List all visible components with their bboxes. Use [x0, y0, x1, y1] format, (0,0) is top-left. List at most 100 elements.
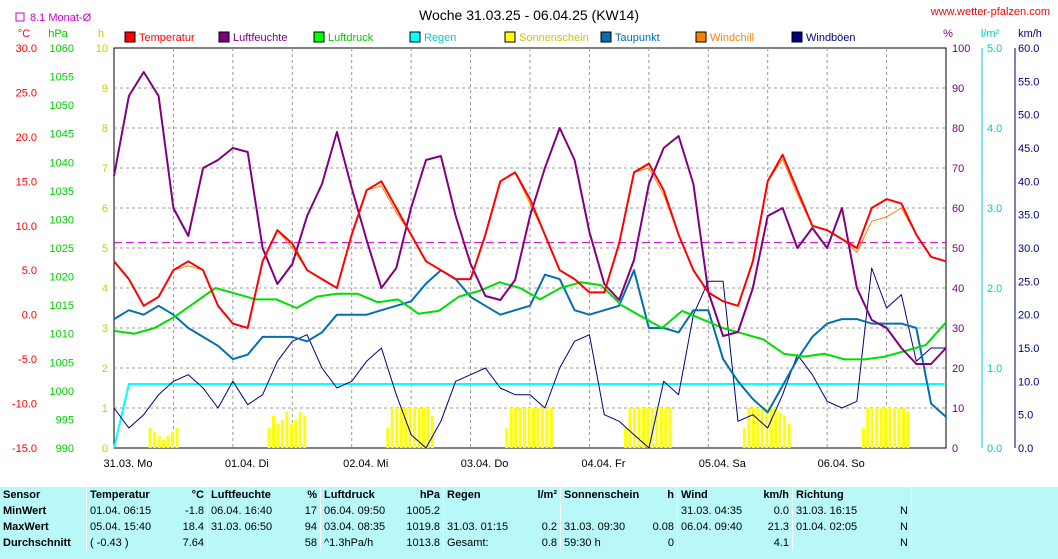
weather-chart: Woche 31.03.25 - 06.04.25 (KW14) 8.1 Mona…	[12, 7, 1042, 470]
sunshine-bar	[509, 408, 513, 448]
axis-unit-label: %	[943, 28, 953, 40]
axis-tick-label: 10	[952, 403, 964, 415]
axis-tick-label: 5.0	[987, 43, 1002, 55]
axis-tick-label: 1000	[50, 386, 74, 398]
sunshine-bar	[386, 428, 390, 448]
legend-swatch	[695, 31, 707, 43]
sunshine-bar	[285, 412, 289, 448]
temp-max-time: 05.04. 15:40	[86, 519, 173, 535]
sunshine-bar	[783, 416, 787, 448]
sunshine-bar	[390, 408, 394, 448]
rain-total-label: Gesamt:	[443, 535, 524, 551]
sunshine-bar	[624, 428, 628, 448]
axis-tick-label: 100	[952, 43, 970, 55]
dir-max-time: 01.04. 02:05	[792, 519, 879, 535]
axis-tick-label: 40.0	[1018, 176, 1039, 188]
axis-tick-label: 30	[952, 323, 964, 335]
legend-swatch	[218, 31, 230, 43]
axis-tick-label: 10.0	[16, 221, 37, 233]
axis-tick-label: 0	[102, 443, 108, 455]
sunshine-bar	[742, 428, 746, 448]
axis-tick-label: 1005	[50, 357, 74, 369]
stats-spacer	[911, 519, 988, 535]
axis-tick-label: 0.0	[1018, 443, 1033, 455]
axis-tick-label: 50.0	[1018, 110, 1039, 122]
axis-tick-label: 1035	[50, 186, 74, 198]
sun-min-time	[560, 503, 647, 519]
legend-label: Windböen	[806, 32, 856, 44]
x-tick-label: 05.04. Sa	[699, 458, 747, 470]
axis-tick-label: 40	[952, 283, 964, 295]
press-max-value: 1019.8	[406, 521, 440, 533]
rain-max-value: 0.2	[541, 521, 557, 533]
legend-swatch	[409, 31, 421, 43]
sunshine-bar	[408, 408, 412, 448]
axis-tick-label: 6	[102, 203, 108, 215]
sunshine-bar	[175, 428, 179, 448]
sunshine-bar	[655, 408, 659, 448]
axis-tick-label: 1030	[50, 214, 74, 226]
rain-min-time	[443, 503, 524, 519]
axis-tick-label: 1060	[50, 43, 74, 55]
axis-tick-label: 8	[102, 123, 108, 135]
series-line-windböen	[113, 267, 946, 449]
legend-swatch	[504, 31, 516, 43]
sunshine-bar	[870, 408, 874, 448]
sun-avg-value: 0	[667, 537, 674, 549]
legend-label: Luftdruck	[328, 32, 374, 44]
sunshine-bar	[426, 408, 430, 448]
axis-tick-label: -10.0	[12, 399, 37, 411]
sunshine-bar	[650, 408, 654, 448]
axis-tick-label: 60.0	[1018, 43, 1039, 55]
axis-tick-label: 15.0	[1018, 343, 1039, 355]
axis-tick-label: 1.0	[987, 363, 1002, 375]
dir-avg-note	[792, 535, 879, 551]
dir-avg-value: N	[900, 537, 908, 549]
sunshine-bar	[166, 436, 170, 448]
stats-spacer	[911, 487, 988, 503]
header-press: Luftdruck	[320, 487, 397, 503]
legend-swatch	[791, 31, 803, 43]
axis-tick-label: 0	[952, 443, 958, 455]
sunshine-bar	[906, 412, 910, 448]
sunshine-bar	[276, 424, 280, 448]
axis-tick-label: 25.0	[16, 87, 37, 99]
sunshine-bar	[271, 416, 275, 448]
sunshine-bar	[897, 408, 901, 448]
wind-min-time: 31.03. 04:35	[677, 503, 754, 519]
axis-tick-label: 5.0	[22, 265, 37, 277]
sunshine-bar	[430, 416, 434, 448]
sunshine-bar	[879, 408, 883, 448]
x-tick-label: 31.03. Mo	[104, 458, 153, 470]
wind-max-time: 06.04. 09:40	[677, 519, 754, 535]
axis-tick-label: 30.0	[1018, 243, 1039, 255]
dir-min-time: 31.03. 16:15	[792, 503, 879, 519]
header-hum: Luftfeuchte	[207, 487, 292, 503]
temp-min-value: -1.8	[185, 505, 204, 517]
sunshine-bar	[395, 408, 399, 448]
axis-tick-label: 10.0	[1018, 376, 1039, 388]
header-hum-unit: %	[307, 489, 317, 501]
axis-unit-label: hPa	[48, 28, 68, 40]
legend-swatch	[600, 31, 612, 43]
site-link[interactable]: www.wetter-pfalzen.com	[930, 6, 1050, 18]
axis-tick-label: 0.0	[987, 443, 1002, 455]
wind-avg-note	[677, 535, 754, 551]
stats-spacer	[911, 503, 988, 519]
rain-total-value: 0.8	[541, 537, 557, 549]
press-min-value: 1005.2	[406, 505, 440, 517]
axis-tick-label: 35.0	[1018, 210, 1039, 222]
sunshine-bar	[399, 408, 403, 448]
sunshine-bar	[861, 428, 865, 448]
axis-tick-label: 7	[102, 163, 108, 175]
axis-tick-label: 80	[952, 123, 964, 135]
temp-max-value: 18.4	[182, 521, 204, 533]
axis-tick-label: 60	[952, 203, 964, 215]
sunshine-bar	[540, 408, 544, 448]
sunshine-bar	[769, 408, 773, 448]
sunshine-bar	[901, 408, 905, 448]
sunshine-bar	[422, 408, 426, 448]
sunshine-bar	[884, 408, 888, 448]
sunshine-bar	[893, 408, 897, 448]
sun-min-value	[647, 503, 678, 519]
